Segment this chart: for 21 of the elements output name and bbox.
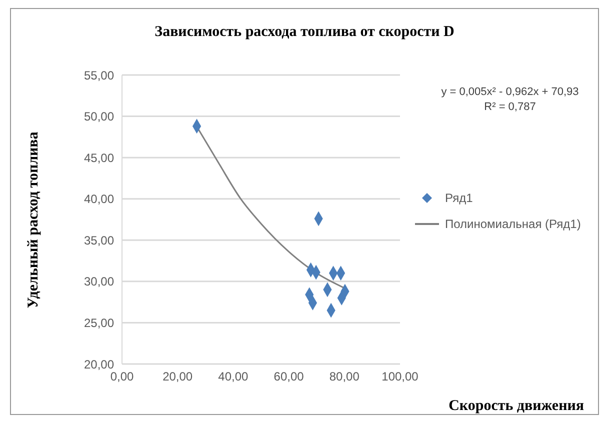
y-tick-label: 50,00: [84, 110, 114, 124]
x-tick-label: 100,00: [382, 370, 419, 384]
y-tick-label: 20,00: [84, 357, 114, 372]
text: y = 0,005x² - 0,962x + 70,93: [440, 85, 580, 100]
text: R² = 0,787: [483, 100, 537, 115]
y-tick-label: 35,00: [84, 233, 114, 248]
y-tick-label: 25,00: [84, 316, 114, 330]
x-tick-label: 80,00: [329, 370, 360, 384]
x-tick-label: 60,00: [274, 370, 304, 384]
y-tick-label: 45,00: [84, 150, 114, 165]
y-tick-label: 40,00: [84, 192, 114, 206]
chart-title: Зависимость расхода топлива от скорости D: [154, 24, 456, 41]
x-axis-title: Скорость движения: [448, 398, 584, 415]
x-tick-label: 40,00: [218, 370, 249, 384]
x-tick-label: 20,00: [162, 370, 193, 384]
y-tick-label: 30,00: [84, 274, 114, 289]
y-tick-label: 55,00: [84, 68, 114, 82]
legend-label: Полиномиальная (Ряд1): [445, 217, 581, 231]
y-axis-title: Удельный расход топлива: [26, 132, 42, 308]
x-tick-label: 0,00: [110, 370, 134, 384]
legend-label: Ряд1: [445, 191, 473, 205]
